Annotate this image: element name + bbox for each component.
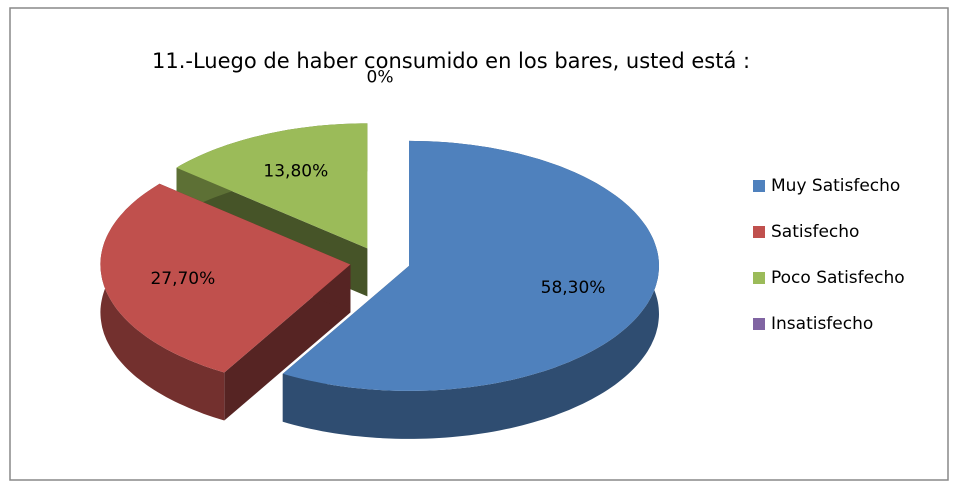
data-label: 27,70% bbox=[150, 269, 215, 289]
slice bbox=[282, 140, 659, 439]
data-label: 13,80% bbox=[263, 161, 328, 181]
legend-label: Insatisfecho bbox=[771, 314, 873, 334]
slice-side bbox=[224, 264, 351, 421]
legend-swatch bbox=[753, 180, 765, 192]
slice bbox=[282, 140, 659, 391]
legend-label: Satisfecho bbox=[771, 222, 859, 242]
slice bbox=[100, 183, 351, 373]
data-label: 0% bbox=[367, 68, 394, 88]
slice bbox=[176, 123, 368, 249]
legend-swatch bbox=[753, 226, 765, 238]
legend-swatch bbox=[753, 318, 765, 330]
legend-swatch bbox=[753, 272, 765, 284]
legend-label: Muy Satisfecho bbox=[771, 176, 900, 196]
data-label: 58,30% bbox=[541, 278, 606, 298]
chart-title: 11.-Luego de haber consumido en los bare… bbox=[152, 49, 750, 73]
legend-label: Poco Satisfecho bbox=[771, 268, 905, 288]
slice bbox=[100, 183, 351, 421]
